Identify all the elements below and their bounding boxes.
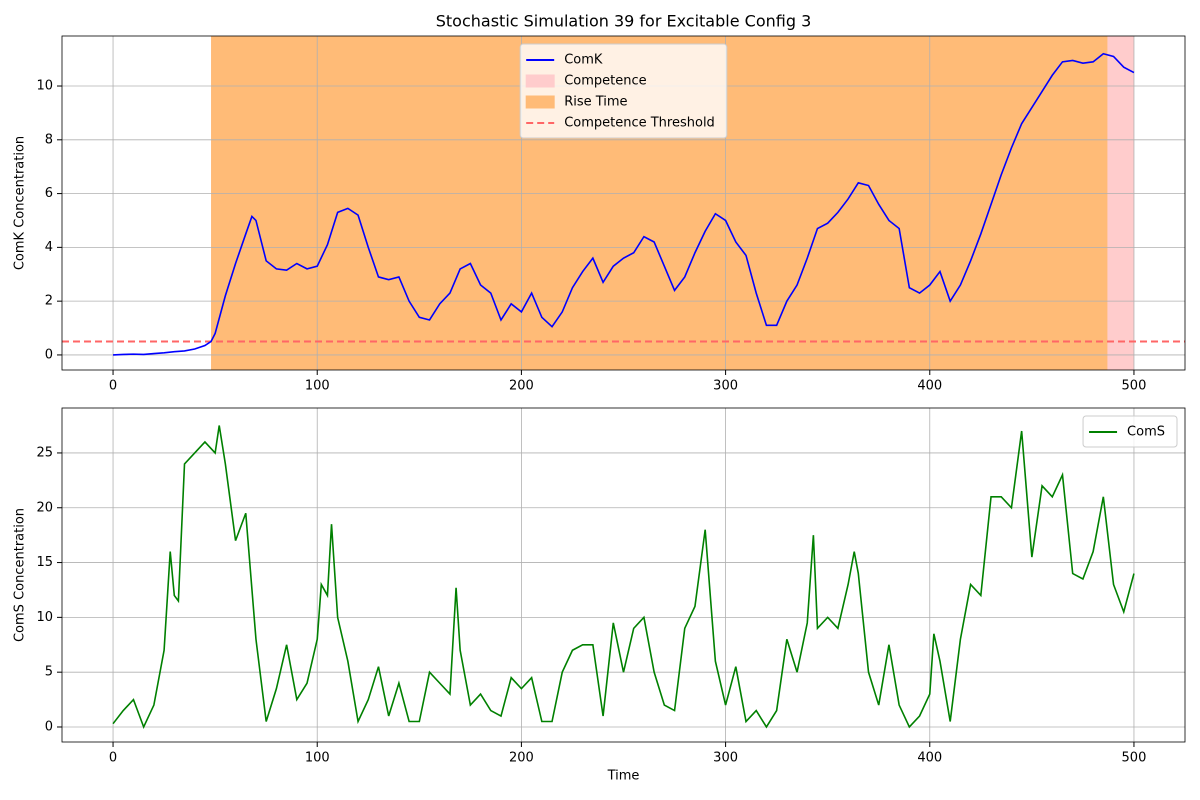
plot-area (62, 408, 1185, 742)
legend-label: ComK (564, 53, 603, 68)
x-tick-label: 200 (509, 379, 534, 394)
legend-label: Rise Time (564, 95, 627, 110)
x-tick-label: 400 (917, 751, 942, 766)
legend-swatch (525, 95, 555, 109)
y-tick-label: 5 (45, 665, 53, 680)
x-tick-label: 400 (917, 379, 942, 394)
x-axis-label: Time (607, 769, 640, 784)
legend-label: ComS (1127, 425, 1165, 440)
y-axis-label: ComK Concentration (13, 136, 28, 270)
x-tick-label: 100 (305, 379, 330, 394)
data-line (112, 425, 1135, 730)
y-tick-label: 6 (45, 186, 53, 201)
y-tick-label: 20 (36, 500, 53, 515)
chart-title: Stochastic Simulation 39 for Excitable C… (436, 12, 812, 31)
legend-label: Competence Threshold (564, 116, 715, 131)
legend-swatch (525, 74, 555, 88)
y-tick-label: 0 (45, 719, 53, 734)
y-tick-label: 10 (36, 79, 53, 94)
legend-label: Competence (564, 74, 646, 89)
y-tick-label: 25 (36, 445, 53, 460)
y-tick-label: 2 (45, 294, 53, 309)
y-tick-label: 15 (36, 555, 53, 570)
y-axis-label: ComS Concentration (13, 508, 28, 642)
y-tick-label: 8 (45, 132, 53, 147)
x-tick-label: 200 (509, 751, 534, 766)
axes-frame (61, 35, 1186, 371)
x-tick-label: 100 (305, 751, 330, 766)
y-tick-label: 10 (36, 610, 53, 625)
legend: ComK Competence Rise Time Competence Thresh… (525, 53, 715, 131)
x-tick-label: 300 (713, 751, 738, 766)
data-line (113, 52, 1135, 356)
y-tick-label: 0 (45, 347, 53, 362)
legend-box (519, 43, 728, 139)
x-tick-label: 500 (1122, 379, 1147, 394)
y-tick-label: 4 (45, 240, 53, 255)
legend-box (1082, 415, 1178, 448)
x-tick-label: 0 (109, 379, 117, 394)
legend: ComS (1089, 425, 1165, 440)
x-tick-label: 300 (713, 379, 738, 394)
x-tick-label: 500 (1122, 751, 1147, 766)
x-tick-label: 0 (109, 751, 117, 766)
axes-frame (61, 407, 1186, 743)
